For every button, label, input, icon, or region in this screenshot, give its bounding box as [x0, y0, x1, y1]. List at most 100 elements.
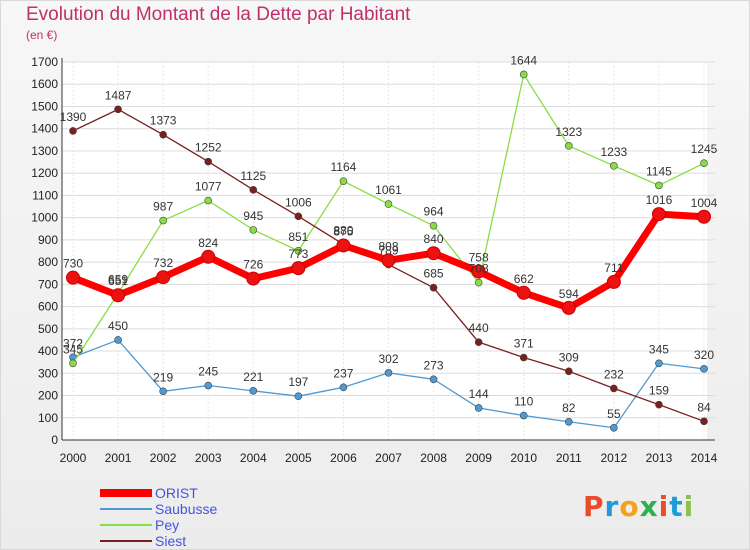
data-label: 245: [198, 365, 218, 379]
legend-swatch: [100, 540, 152, 542]
data-point: [564, 417, 573, 426]
data-point: [700, 365, 708, 373]
x-tick-label: 2013: [646, 451, 673, 465]
data-point: [111, 288, 126, 303]
legend-label: Siest: [155, 533, 187, 549]
legend-swatch: [100, 489, 152, 497]
data-label: 84: [697, 400, 711, 414]
data-point: [655, 181, 663, 190]
x-tick-label: 2012: [601, 451, 628, 465]
data-point: [339, 383, 348, 392]
data-label: 789: [378, 244, 398, 258]
data-point: [610, 423, 618, 432]
data-label: 1061: [375, 183, 402, 197]
data-point: [564, 367, 573, 376]
data-label: 840: [424, 232, 444, 246]
x-tick-label: 2007: [375, 451, 402, 465]
y-tick-label: 1000: [31, 211, 58, 225]
x-tick-label: 2010: [510, 451, 537, 465]
data-point: [159, 387, 167, 396]
data-point: [69, 127, 77, 135]
data-point: [655, 400, 663, 409]
legend-item-pey: Pey: [100, 517, 320, 533]
data-point: [655, 359, 663, 368]
logo-letter: i: [683, 490, 695, 523]
proxiti-logo: Proxiti: [583, 490, 694, 523]
data-label: 345: [63, 342, 83, 356]
y-tick-label: 800: [38, 255, 58, 269]
data-label: 1644: [510, 53, 537, 67]
data-point: [159, 216, 167, 225]
data-label: 372: [63, 336, 83, 350]
y-tick-label: 1400: [31, 122, 58, 136]
data-label: 659: [108, 272, 128, 286]
data-label: 964: [424, 205, 444, 219]
data-label: 708: [469, 262, 489, 276]
data-label: 309: [559, 350, 579, 364]
x-tick-label: 2009: [465, 451, 492, 465]
data-point: [69, 359, 77, 368]
data-point: [610, 384, 618, 393]
data-label: 450: [108, 319, 128, 333]
x-tick-label: 2005: [285, 451, 312, 465]
data-point: [339, 177, 348, 185]
y-tick-label: 900: [38, 233, 58, 247]
data-point: [651, 207, 666, 222]
data-point: [519, 353, 528, 362]
data-label: 987: [153, 200, 173, 214]
data-label: 197: [288, 375, 308, 389]
data-label: 302: [378, 352, 398, 366]
data-point: [384, 200, 393, 208]
data-label: 144: [469, 387, 489, 401]
legend-label: Pey: [155, 517, 180, 533]
data-point: [291, 261, 306, 276]
chart-title: Evolution du Montant de la Dette par Hab…: [26, 4, 411, 25]
legend: ORIST Saubusse Pey Siest: [100, 485, 320, 549]
x-tick-label: 2003: [195, 451, 222, 465]
legend-item-orist: ORIST: [100, 485, 320, 501]
data-point: [66, 270, 80, 285]
data-label: 159: [649, 384, 669, 398]
data-point: [561, 300, 576, 315]
data-point: [204, 196, 213, 205]
data-label: 824: [198, 236, 218, 250]
legend-swatch: [100, 508, 152, 510]
logo-letter: o: [619, 490, 640, 523]
data-label: 594: [559, 287, 579, 301]
x-tick-label: 2014: [691, 451, 718, 465]
data-point: [249, 387, 258, 395]
y-tick-label: 300: [38, 366, 58, 380]
logo-letter: i: [658, 490, 670, 523]
data-label: 711: [604, 261, 623, 275]
data-point: [610, 162, 618, 170]
y-tick-label: 0: [51, 433, 58, 447]
chart-subtitle: (en €): [26, 28, 58, 42]
data-label: 1252: [195, 141, 222, 155]
data-label: 732: [153, 256, 173, 270]
y-tick-label: 500: [38, 322, 58, 336]
logo-letter: r: [604, 490, 620, 523]
data-point: [294, 246, 303, 255]
data-label: 440: [469, 321, 489, 335]
data-label: 730: [63, 257, 83, 271]
y-tick-label: 1600: [31, 77, 58, 91]
data-point: [429, 283, 438, 292]
data-point: [384, 369, 393, 377]
data-point: [700, 417, 708, 426]
data-label: 1004: [691, 196, 718, 210]
y-tick-label: 1700: [31, 55, 58, 69]
x-tick-label: 2002: [150, 451, 177, 465]
data-label: 273: [424, 358, 444, 372]
y-tick-label: 200: [38, 389, 58, 403]
data-point: [249, 186, 258, 194]
data-label: 320: [694, 348, 714, 362]
data-label: 1323: [555, 125, 582, 139]
x-tick-label: 2011: [556, 451, 582, 465]
data-label: 82: [562, 401, 576, 415]
y-tick-label: 1100: [32, 188, 58, 202]
data-point: [564, 142, 573, 150]
logo-letter: t: [669, 490, 684, 523]
data-point: [294, 212, 303, 221]
data-label: 1077: [195, 180, 222, 194]
